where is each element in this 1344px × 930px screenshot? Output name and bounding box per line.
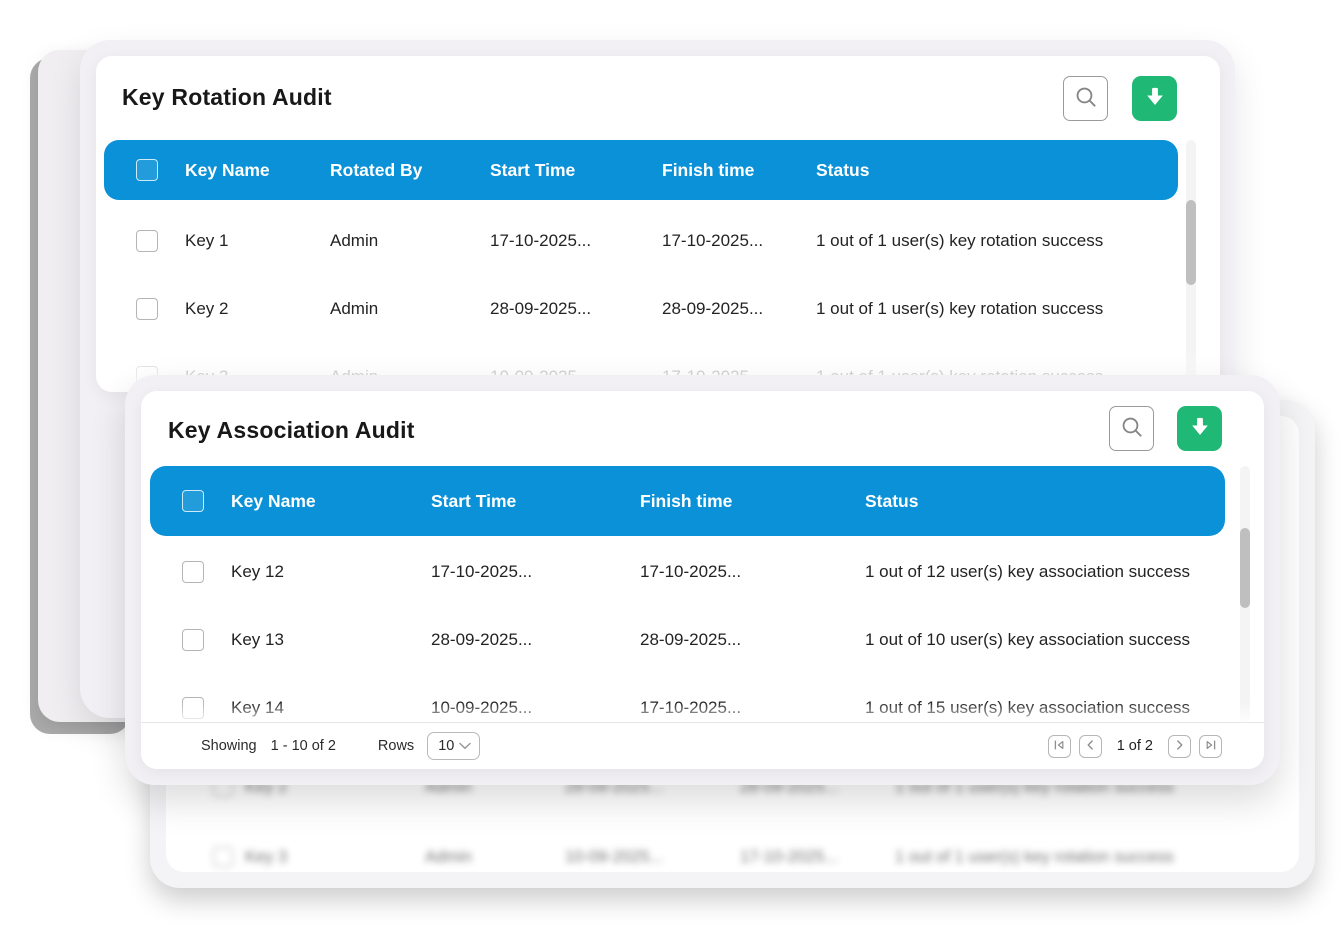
vertical-scrollbar[interactable]: [1240, 466, 1250, 722]
association-table-header: Key Name Start Time Finish time Status: [150, 466, 1225, 536]
search-icon: [1073, 84, 1099, 113]
row-checkbox[interactable]: [182, 629, 204, 651]
column-key-name: Key Name: [185, 159, 270, 180]
column-finish-time: Finish time: [662, 159, 755, 180]
rotation-search-button[interactable]: [1063, 76, 1108, 121]
column-finish-time: Finish time: [640, 490, 733, 511]
column-status: Status: [816, 159, 870, 180]
cell-start-time: 10-09-2025...: [431, 698, 533, 717]
row-checkbox[interactable]: [182, 697, 204, 719]
vertical-scrollbar[interactable]: [1186, 140, 1196, 392]
association-download-button[interactable]: [1177, 406, 1222, 451]
association-panel: Key Association Audit: [141, 391, 1264, 769]
cell-start-time: 17-10-2025...: [431, 562, 533, 581]
column-key-name: Key Name: [231, 490, 316, 511]
cell-key-name: Key 2: [185, 299, 229, 318]
cell-finish-time: 28-09-2025...: [662, 299, 764, 318]
cell-start-time: 28-09-2025...: [490, 299, 592, 318]
cell-finish-time: 28-09-2025...: [640, 630, 742, 649]
chevron-left-icon: [1083, 738, 1097, 755]
cell-start-time: 17-10-2025...: [490, 231, 592, 250]
showing-label: Showing: [201, 738, 257, 754]
first-page-icon: [1052, 738, 1066, 755]
cell-finish-time: 17-10-2025...: [740, 847, 839, 866]
cell-key-name: Key 13: [231, 630, 284, 649]
column-status: Status: [865, 490, 919, 511]
table-row[interactable]: Key 2 Admin 28-09-2025... 28-09-2025... …: [104, 275, 1178, 343]
association-panel-frame: Key Association Audit: [125, 375, 1280, 785]
column-start-time: Start Time: [490, 159, 576, 180]
cell-status: 1 out of 1 user(s) key rotation success: [816, 231, 1104, 250]
table-footer: Showing 1 - 10 of 2 Rows 10: [141, 722, 1264, 769]
column-start-time: Start Time: [431, 490, 517, 511]
first-page-button[interactable]: [1047, 734, 1071, 758]
download-icon: [1187, 414, 1213, 443]
cell-start-time: 28-09-2025...: [431, 630, 533, 649]
row-checkbox[interactable]: [136, 298, 158, 320]
association-panel-title: Key Association Audit: [168, 417, 415, 443]
rotation-table-header: Key Name Rotated By Start Time Finish ti…: [104, 140, 1178, 200]
rows-per-page-dropdown[interactable]: 10: [427, 732, 481, 760]
rotation-panel: Key Rotation Audit: [96, 56, 1220, 392]
cell-key-name: Key 1: [185, 231, 229, 250]
last-page-icon: [1204, 738, 1218, 755]
column-rotated-by: Rotated By: [330, 159, 423, 180]
association-search-button[interactable]: [1109, 406, 1154, 451]
scrollbar-thumb[interactable]: [1186, 200, 1196, 285]
cell-rotated-by: Admin: [330, 231, 379, 250]
pagination: 1 of 2: [1047, 734, 1222, 758]
rotation-panel-title: Key Rotation Audit: [122, 84, 332, 110]
row-checkbox[interactable]: [182, 561, 204, 583]
cell-status: 1 out of 10 user(s) key association succ…: [865, 630, 1191, 649]
cell-status: 1 out of 1 user(s) key rotation success: [895, 847, 1174, 866]
table-row[interactable]: Key 12 17-10-2025... 17-10-2025... 1 out…: [150, 538, 1260, 606]
cell-status: 1 out of 1 user(s) key rotation success: [816, 299, 1104, 318]
cell-rotated-by: Admin: [330, 299, 379, 318]
table-row[interactable]: Key 13 28-09-2025... 28-09-2025... 1 out…: [150, 606, 1260, 674]
previous-page-button[interactable]: [1078, 734, 1102, 758]
last-page-button[interactable]: [1199, 734, 1222, 758]
cell-start-time: 10-09-2025...: [565, 847, 664, 866]
row-checkbox: [213, 847, 233, 867]
cell-finish-time: 17-10-2025...: [640, 698, 742, 717]
page-indicator: 1 of 2: [1116, 738, 1153, 754]
cell-key-name: Key 3: [245, 847, 288, 866]
table-row[interactable]: Key 1 Admin 17-10-2025... 17-10-2025... …: [104, 207, 1178, 275]
download-icon: [1142, 84, 1168, 113]
cell-key-name: Key 14: [231, 698, 284, 717]
cell-status: 1 out of 12 user(s) key association succ…: [865, 562, 1191, 581]
search-icon: [1119, 414, 1145, 443]
blurred-table-row: Key 3 Admin 10-09-2025... 17-10-2025... …: [166, 822, 1299, 872]
row-checkbox[interactable]: [136, 230, 158, 252]
select-all-checkbox[interactable]: [136, 159, 158, 181]
showing-range: 1 - 10 of 2: [270, 738, 336, 754]
chevron-right-icon: [1173, 738, 1187, 755]
scrollbar-thumb[interactable]: [1240, 528, 1250, 608]
select-all-checkbox[interactable]: [182, 490, 204, 512]
next-page-button[interactable]: [1168, 734, 1191, 758]
cell-status: 1 out of 15 user(s) key association succ…: [865, 698, 1191, 717]
cell-finish-time: 17-10-2025...: [640, 562, 742, 581]
rows-per-page-value: 10: [438, 738, 455, 754]
cell-finish-time: 17-10-2025...: [662, 231, 764, 250]
chevron-down-icon: [459, 738, 471, 754]
cell-key-name: Key 12: [231, 562, 284, 581]
cell-rotated-by: Admin: [425, 847, 472, 866]
rows-label: Rows: [377, 738, 415, 754]
rotation-download-button[interactable]: [1132, 76, 1177, 121]
